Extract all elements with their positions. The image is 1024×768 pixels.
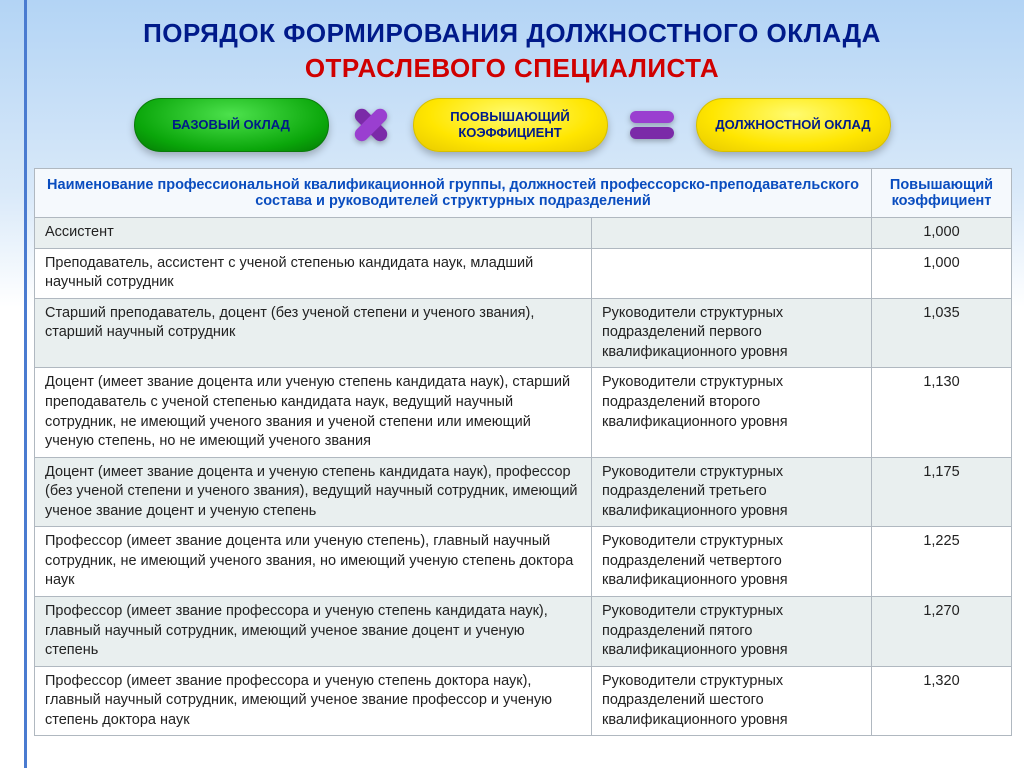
- cell-position: Доцент (имеет звание доцента или ученую …: [35, 368, 592, 457]
- cell-leaders: [592, 248, 872, 298]
- base-salary-label: БАЗОВЫЙ ОКЛАД: [172, 117, 290, 133]
- equals-icon: [626, 101, 678, 149]
- result-pill: ДОЛЖНОСТНОЙ ОКЛАД: [696, 98, 891, 152]
- cell-coef: 1,000: [872, 248, 1012, 298]
- cell-position: Ассистент: [35, 218, 592, 249]
- cell-coef: 1,320: [872, 666, 1012, 736]
- table-row: Профессор (имеет звание доцента или учен…: [35, 527, 1012, 597]
- cell-position: Преподаватель, ассистент с ученой степен…: [35, 248, 592, 298]
- cell-leaders: Руководители структурных подразделений в…: [592, 368, 872, 457]
- header-col-1: Наименование профессиональной квалификац…: [35, 169, 872, 218]
- table-wrap: Наименование профессиональной квалификац…: [0, 168, 1024, 736]
- cell-leaders: Руководители структурных подразделений ч…: [592, 527, 872, 597]
- side-stripe: [24, 0, 27, 768]
- cell-coef: 1,130: [872, 368, 1012, 457]
- table-row: Профессор (имеет звание профессора и уче…: [35, 666, 1012, 736]
- table-row: Преподаватель, ассистент с ученой степен…: [35, 248, 1012, 298]
- cell-coef: 1,000: [872, 218, 1012, 249]
- table-row: Доцент (имеет звание доцента или ученую …: [35, 368, 1012, 457]
- cell-position: Старший преподаватель, доцент (без учено…: [35, 298, 592, 368]
- cell-leaders: [592, 218, 872, 249]
- coef-pill: ПООВЫШАЮЩИЙ КОЭФФИЦИЕНТ: [413, 98, 608, 152]
- table-row: Доцент (имеет звание доцента и ученую ст…: [35, 457, 1012, 527]
- title-line-2: ОТРАСЛЕВОГО СПЕЦИАЛИСТА: [0, 53, 1024, 84]
- base-salary-pill: БАЗОВЫЙ ОКЛАД: [134, 98, 329, 152]
- cell-leaders: Руководители структурных подразделений т…: [592, 457, 872, 527]
- table-header-row: Наименование профессиональной квалификац…: [35, 169, 1012, 218]
- table-row: Ассистент 1,000: [35, 218, 1012, 249]
- cell-coef: 1,270: [872, 597, 1012, 667]
- cell-coef: 1,035: [872, 298, 1012, 368]
- cell-position: Доцент (имеет звание доцента и ученую ст…: [35, 457, 592, 527]
- cell-position: Профессор (имеет звание доцента или учен…: [35, 527, 592, 597]
- cell-coef: 1,175: [872, 457, 1012, 527]
- coef-label: ПООВЫШАЮЩИЙ КОЭФФИЦИЕНТ: [424, 109, 597, 140]
- title-block: ПОРЯДОК ФОРМИРОВАНИЯ ДОЛЖНОСТНОГО ОКЛАДА…: [0, 0, 1024, 84]
- result-label: ДОЛЖНОСТНОЙ ОКЛАД: [715, 117, 870, 133]
- table-row: Старший преподаватель, доцент (без учено…: [35, 298, 1012, 368]
- cell-coef: 1,225: [872, 527, 1012, 597]
- multiply-icon: [347, 101, 395, 149]
- cell-leaders: Руководители структурных подразделений п…: [592, 597, 872, 667]
- formula-row: БАЗОВЫЙ ОКЛАД ПООВЫШАЮЩИЙ КОЭФФИЦИЕНТ ДО…: [0, 98, 1024, 152]
- cell-position: Профессор (имеет звание профессора и уче…: [35, 666, 592, 736]
- cell-leaders: Руководители структурных подразделений ш…: [592, 666, 872, 736]
- title-line-1: ПОРЯДОК ФОРМИРОВАНИЯ ДОЛЖНОСТНОГО ОКЛАДА: [0, 18, 1024, 49]
- cell-position: Профессор (имеет звание профессора и уче…: [35, 597, 592, 667]
- cell-leaders: Руководители структурных подразделений п…: [592, 298, 872, 368]
- table-row: Профессор (имеет звание профессора и уче…: [35, 597, 1012, 667]
- header-col-2: Повышающий коэффициент: [872, 169, 1012, 218]
- coef-table: Наименование профессиональной квалификац…: [34, 168, 1012, 736]
